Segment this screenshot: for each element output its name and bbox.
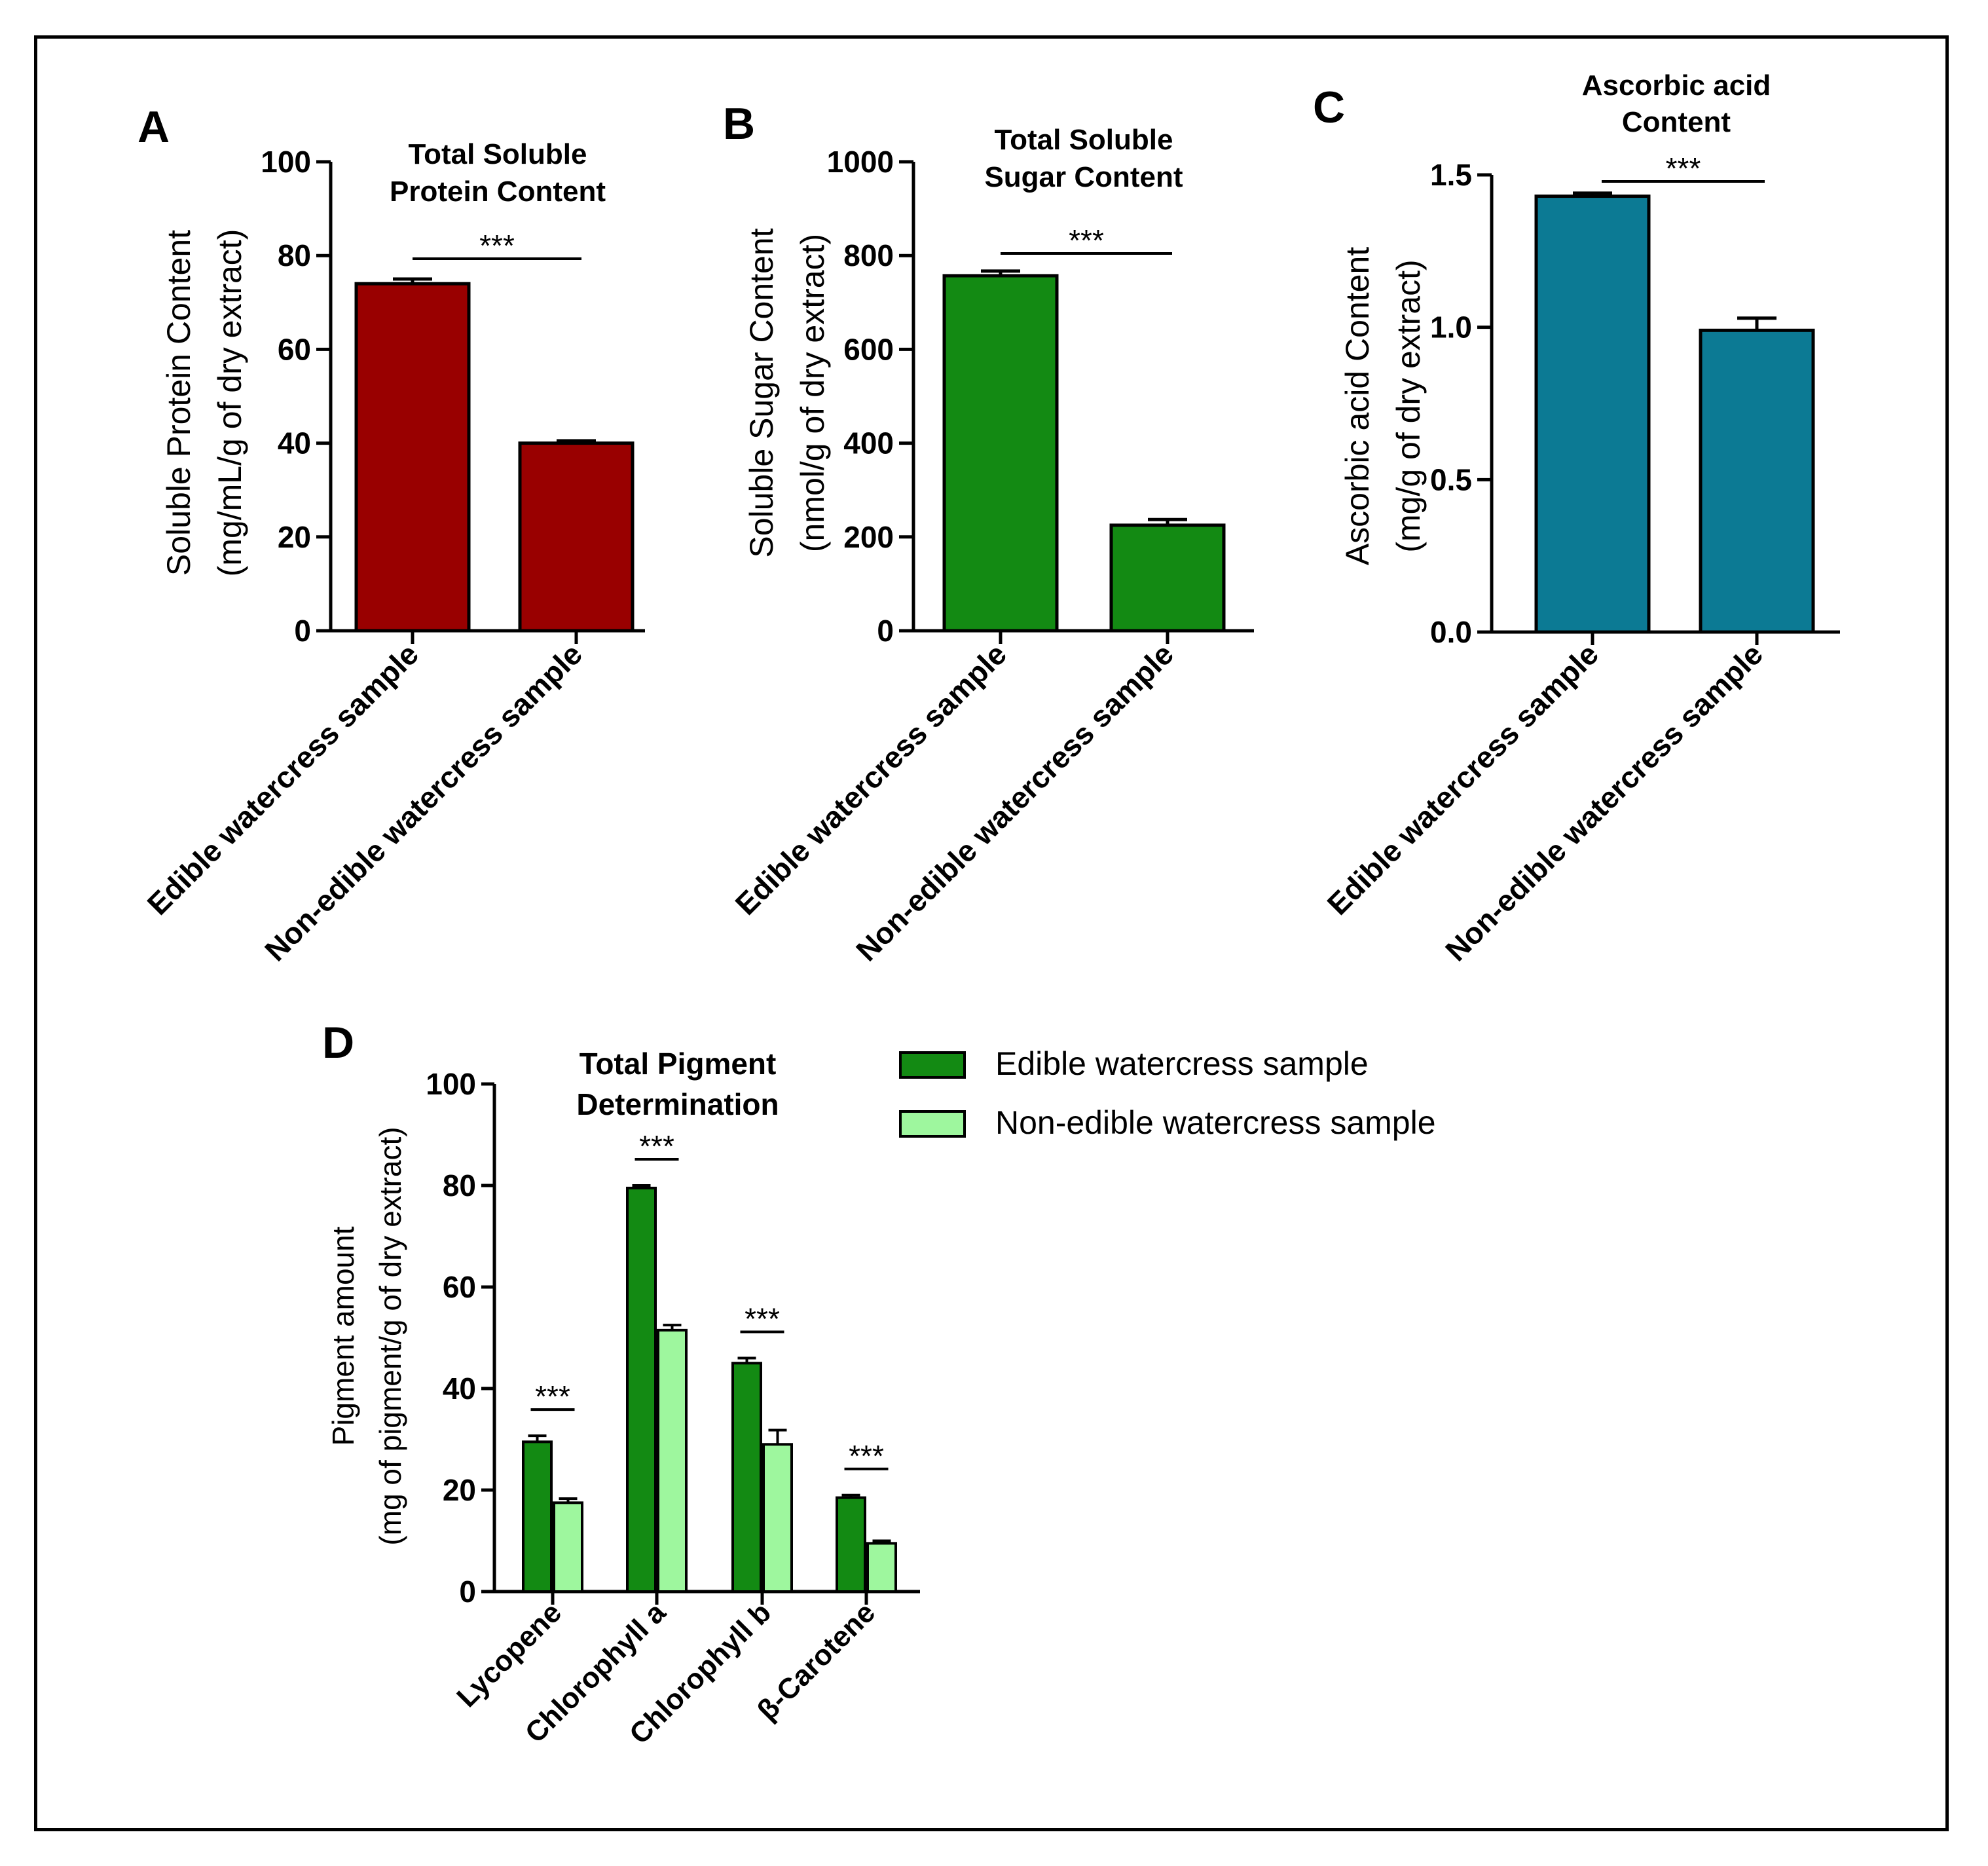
panel-d-y-tick-label: 60 <box>443 1270 476 1304</box>
panel-c-bar <box>1699 328 1815 634</box>
panel-c-y-tick-label: 0.5 <box>1430 462 1472 496</box>
panel-d-bar-nonedible <box>553 1501 583 1593</box>
panel-b-title-line-2: Sugar Content <box>984 161 1183 193</box>
panel-d-significance-label: *** <box>745 1302 780 1336</box>
panel-d-y-axis-label: Pigment amount <box>326 1226 360 1446</box>
panel-a-y-tick-label: 0 <box>294 614 311 648</box>
panel-a-y-tick-label: 40 <box>278 426 311 460</box>
panel-a-bars <box>354 277 635 633</box>
panel-b-significance-label: *** <box>1069 223 1104 257</box>
panel-d: D Total Pigment Determination Pigment am… <box>322 1018 1436 1751</box>
panel-a-y-tick-label: 60 <box>278 332 311 366</box>
panel-letter-c: C <box>1313 83 1345 132</box>
panel-d-significance-label: *** <box>849 1439 884 1473</box>
panel-a-y-tick-label: 80 <box>278 238 311 272</box>
panel-c: C Ascorbic acid Content Ascorbic acid Co… <box>1313 69 1840 967</box>
panel-d-title-line-2: Determination <box>576 1087 779 1121</box>
panel-c-title-line-2: Content <box>1622 106 1731 138</box>
panel-d-bar-edible <box>522 1440 553 1593</box>
legend-swatch-nonedible <box>899 1110 966 1138</box>
panel-a-title-line-2: Protein Content <box>390 176 606 208</box>
legend-swatch-edible <box>899 1051 966 1079</box>
panel-c-x-tick-label: Non-edible watercress sample <box>1439 637 1769 967</box>
panel-b-x-tick-label: Non-edible watercress sample <box>849 637 1180 967</box>
panel-d-bar-nonedible <box>657 1328 688 1593</box>
legend-label-nonedible: Non-edible watercress sample <box>995 1104 1436 1141</box>
panel-a-x-tick-label: Edible watercress sample <box>141 637 426 922</box>
panel-d-y-tick-label: 80 <box>443 1168 476 1203</box>
legend-label-edible: Edible watercress sample <box>995 1045 1369 1082</box>
panel-c-y-axis-label: Ascorbic acid Content <box>1339 247 1376 565</box>
panel-c-y-tick-label: 1.0 <box>1430 310 1472 345</box>
panel-c-x-tick-label: Edible watercress sample <box>1321 637 1606 922</box>
panel-b-y-tick-label: 800 <box>843 238 894 272</box>
panel-a: A Total Soluble Protein Content Soluble … <box>138 102 645 967</box>
panel-d-bar-nonedible <box>866 1542 897 1593</box>
panel-c-y-axis-label-units: (mg/g of dry extract) <box>1390 259 1427 552</box>
panel-letter-b: B <box>723 99 755 149</box>
panel-d-significance-label: *** <box>535 1379 570 1413</box>
panel-letter-d: D <box>322 1018 354 1068</box>
panel-b-y-axis-label: Soluble Sugar Content <box>743 228 780 557</box>
figure-frame <box>34 35 1949 1831</box>
panel-a-bar <box>518 441 635 633</box>
panel-b: B Total Soluble Sugar Content Soluble Su… <box>723 99 1254 967</box>
panel-b-y-axis-label-units: (nmol/g of dry extract) <box>794 234 831 552</box>
panel-a-title-line-1: Total Soluble <box>409 138 587 170</box>
panel-a-significance-label: *** <box>479 229 515 263</box>
panel-c-bars <box>1534 191 1815 634</box>
panel-c-y-tick-label: 1.5 <box>1430 158 1472 192</box>
panel-b-y-tick-label: 0 <box>877 614 894 648</box>
panel-a-x-tick-label: Non-edible watercress sample <box>258 637 589 967</box>
panel-a-y-axis-label-units: (mg/mL/g of dry extract) <box>212 229 248 577</box>
panel-b-bar <box>942 274 1059 633</box>
panel-b-y-tick-label: 400 <box>843 426 894 460</box>
panel-d-y-tick-label: 20 <box>443 1473 476 1507</box>
panel-b-x-tick-label: Edible watercress sample <box>729 637 1014 922</box>
panel-b-title-line-1: Total Soluble <box>995 124 1173 156</box>
panel-a-y-axis-label: Soluble Protein Content <box>160 230 197 576</box>
panel-d-legend: Edible watercress sample Non-edible wate… <box>899 1045 1436 1141</box>
panel-d-y-tick-label: 100 <box>426 1067 476 1101</box>
panel-b-bars <box>942 269 1226 633</box>
panel-d-y-tick-label: 0 <box>459 1575 476 1609</box>
panel-d-bar-nonedible <box>762 1443 793 1593</box>
panel-c-significance-label: *** <box>1666 151 1701 185</box>
panel-a-bar <box>354 282 471 633</box>
panel-d-y-axis-label-units: (mg of pigment/g of dry extract) <box>373 1127 407 1545</box>
panel-d-bar-edible <box>731 1362 762 1593</box>
panel-b-y-tick-label: 200 <box>843 520 894 554</box>
panel-b-y-tick-label: 600 <box>843 332 894 366</box>
panel-d-title-line-1: Total Pigment <box>580 1047 777 1081</box>
panel-d-significance-label: *** <box>639 1129 674 1163</box>
panel-b-bar <box>1109 523 1226 633</box>
panel-a-y-tick-label: 20 <box>278 520 311 554</box>
panel-letter-a: A <box>138 102 170 152</box>
panel-c-y-tick-label: 0.0 <box>1430 615 1472 649</box>
panel-c-bar <box>1534 195 1651 634</box>
panel-d-y-tick-label: 40 <box>443 1372 476 1406</box>
panel-a-y-tick-label: 100 <box>261 145 311 179</box>
panel-d-bar-edible <box>626 1186 657 1593</box>
panel-c-title-line-1: Ascorbic acid <box>1582 69 1771 102</box>
panel-d-bars <box>522 1184 897 1593</box>
panel-d-bar-edible <box>836 1496 866 1593</box>
panel-b-y-tick-label: 1000 <box>827 145 894 179</box>
